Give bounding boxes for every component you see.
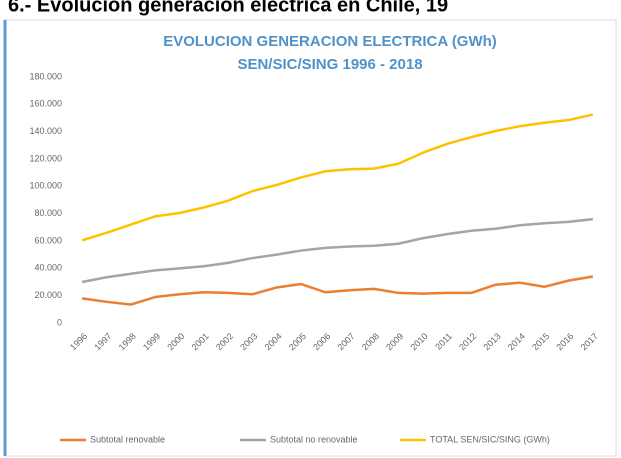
- heading: 6.- Evolución generación eléctrica en Ch…: [8, 0, 448, 16]
- y-tick-label: 60.000: [34, 235, 62, 245]
- legend-label: Subtotal renovable: [90, 434, 165, 444]
- y-tick-label: 100.000: [29, 181, 62, 191]
- legend-label: Subtotal no renovable: [270, 434, 358, 444]
- chart-subtitle: SEN/SIC/SING 1996 - 2018: [237, 56, 422, 73]
- y-tick-label: 20.000: [34, 290, 62, 300]
- y-tick-label: 120.000: [29, 153, 62, 163]
- y-tick-label: 80.000: [34, 208, 62, 218]
- chart-frame: [4, 19, 617, 457]
- y-tick-label: 40.000: [34, 263, 62, 273]
- series-line: [81, 113, 594, 242]
- chart-title: EVOLUCION GENERACION ELECTRICA (GWh): [163, 33, 497, 50]
- y-tick-label: 180.000: [29, 71, 62, 81]
- series-line: [81, 275, 594, 306]
- y-tick-label: 0: [57, 317, 62, 327]
- series-line: [81, 217, 593, 284]
- legend-label: TOTAL SEN/SIC/SING (GWh): [430, 434, 550, 444]
- y-tick-label: 160.000: [29, 99, 62, 109]
- y-tick-label: 140.000: [29, 126, 62, 136]
